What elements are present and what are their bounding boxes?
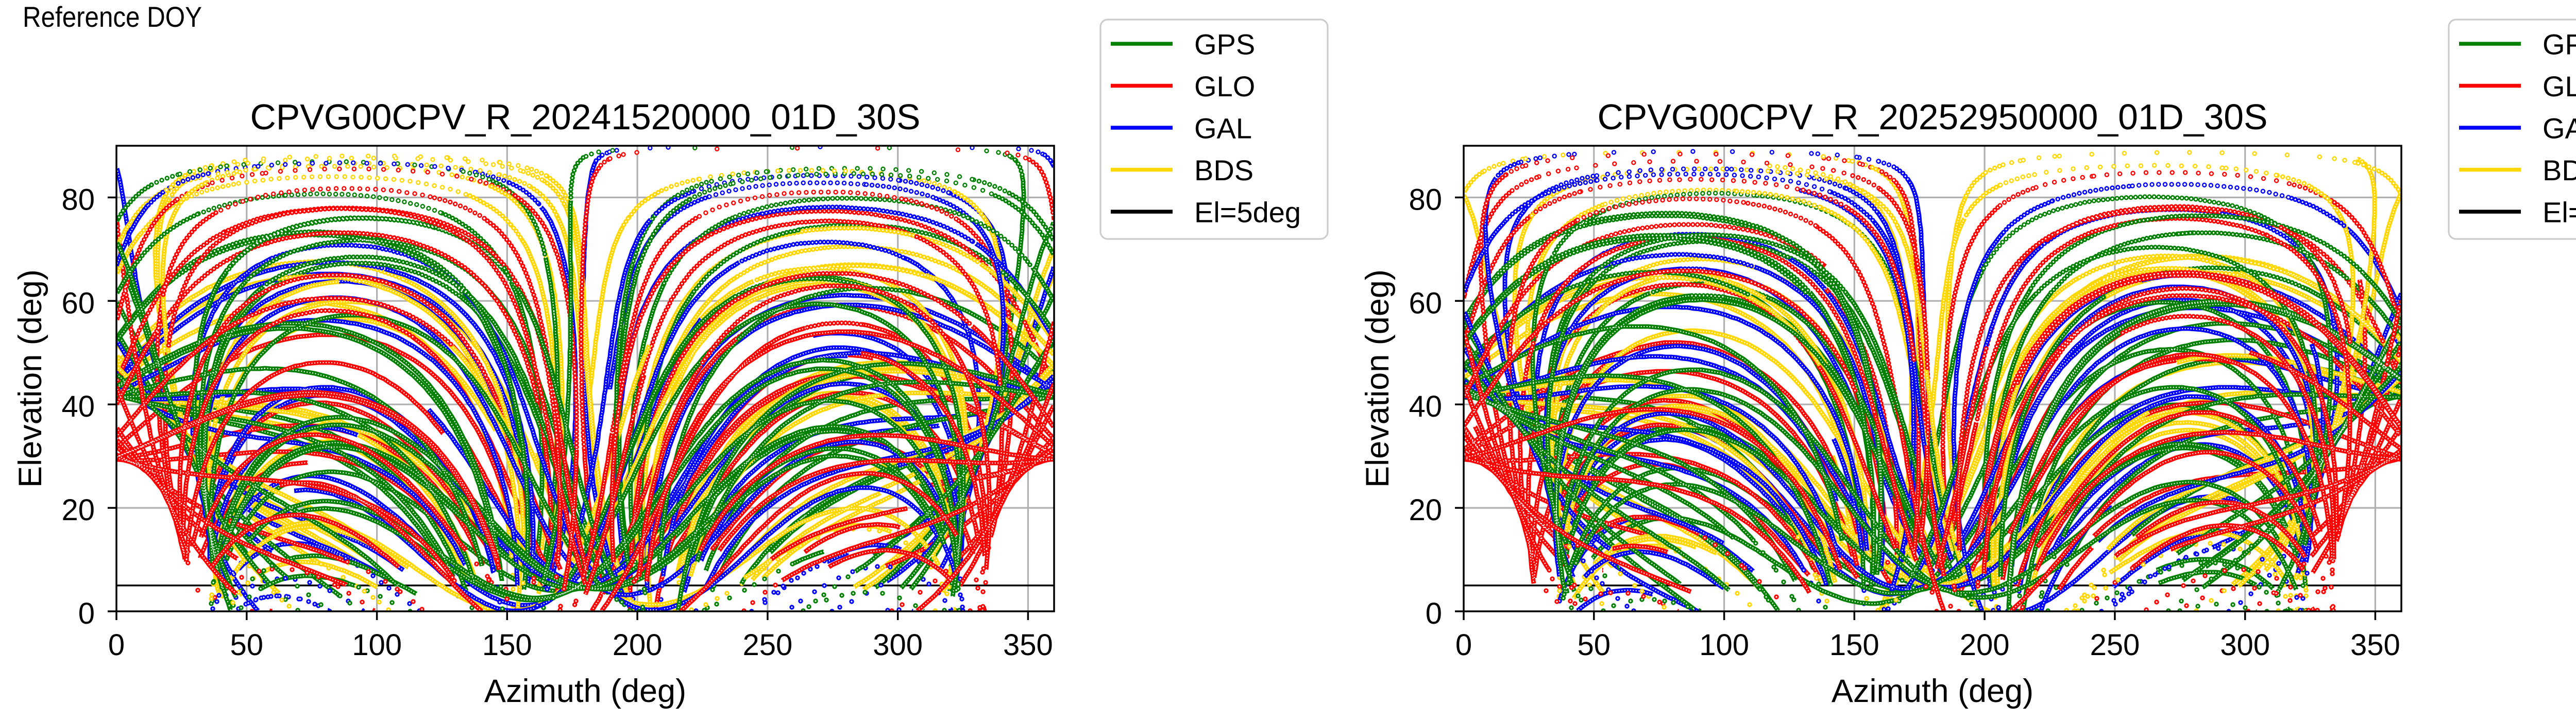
svg-text:250: 250 [2090, 628, 2140, 662]
svg-text:80: 80 [61, 183, 95, 216]
svg-text:0: 0 [1426, 597, 1442, 630]
svg-text:Elevation (deg): Elevation (deg) [12, 269, 48, 488]
svg-text:0: 0 [108, 628, 125, 662]
svg-text:100: 100 [352, 628, 402, 662]
svg-text:Azimuth (deg): Azimuth (deg) [484, 673, 686, 709]
svg-text:60: 60 [1409, 286, 1442, 320]
svg-text:50: 50 [230, 628, 264, 662]
svg-text:El=5deg: El=5deg [2543, 196, 2576, 229]
svg-text:CPVG00CPV_R_20241520000_01D_30: CPVG00CPV_R_20241520000_01D_30S [250, 97, 921, 137]
svg-text:0: 0 [1455, 628, 1472, 662]
svg-text:350: 350 [2350, 628, 2400, 662]
svg-text:GAL: GAL [2543, 112, 2576, 145]
svg-text:300: 300 [873, 628, 923, 662]
svg-text:80: 80 [1409, 183, 1442, 216]
svg-text:GAL: GAL [1194, 112, 1252, 145]
svg-text:200: 200 [613, 628, 663, 662]
svg-text:250: 250 [743, 628, 793, 662]
svg-text:El=5deg: El=5deg [1194, 196, 1301, 229]
svg-text:GLO: GLO [2543, 70, 2576, 102]
svg-text:200: 200 [1960, 628, 2010, 662]
svg-text:GPS: GPS [1194, 28, 1255, 61]
svg-text:40: 40 [1409, 390, 1442, 423]
svg-text:350: 350 [1003, 628, 1053, 662]
svg-text:Reference DOY: Reference DOY [23, 1, 202, 33]
svg-text:20: 20 [61, 493, 95, 527]
svg-text:20: 20 [1409, 493, 1442, 527]
svg-text:Azimuth (deg): Azimuth (deg) [1832, 673, 2033, 709]
svg-text:CPVG00CPV_R_20252950000_01D_30: CPVG00CPV_R_20252950000_01D_30S [1598, 97, 2268, 137]
svg-text:0: 0 [78, 597, 95, 630]
svg-text:Elevation (deg): Elevation (deg) [1360, 269, 1396, 488]
svg-text:BDS: BDS [2543, 154, 2576, 186]
svg-text:60: 60 [61, 286, 95, 320]
svg-text:GPS: GPS [2543, 28, 2576, 61]
svg-text:150: 150 [1829, 628, 1879, 662]
svg-text:50: 50 [1578, 628, 1611, 662]
svg-text:40: 40 [61, 390, 95, 423]
svg-text:100: 100 [1699, 628, 1749, 662]
svg-text:150: 150 [482, 628, 532, 662]
svg-text:BDS: BDS [1194, 154, 1253, 186]
svg-text:GLO: GLO [1194, 70, 1255, 102]
svg-text:300: 300 [2220, 628, 2270, 662]
